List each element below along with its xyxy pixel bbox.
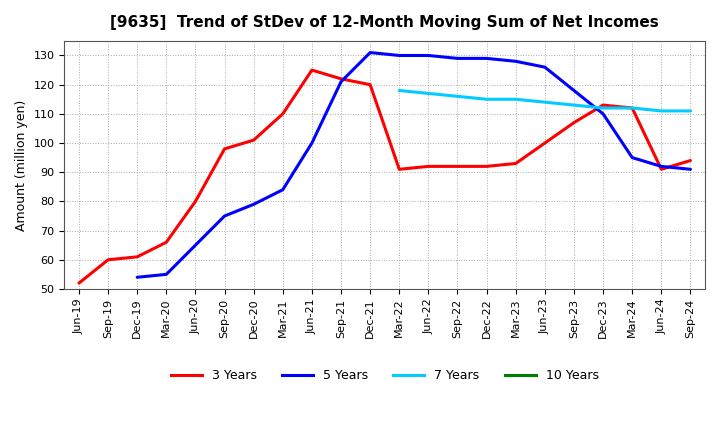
5 Years [191, 242, 199, 248]
Line: 3 Years: 3 Years [79, 70, 690, 283]
5 Years [628, 155, 636, 160]
5 Years [279, 187, 287, 192]
3 Years [133, 254, 142, 260]
3 Years [541, 140, 549, 146]
3 Years [511, 161, 520, 166]
7 Years [424, 91, 433, 96]
3 Years [220, 146, 229, 151]
5 Years [162, 272, 171, 277]
3 Years [366, 82, 374, 87]
5 Years [570, 88, 578, 93]
7 Years [541, 99, 549, 105]
3 Years [599, 103, 608, 108]
3 Years [570, 120, 578, 125]
3 Years [424, 164, 433, 169]
7 Years [628, 105, 636, 110]
3 Years [453, 164, 462, 169]
7 Years [482, 97, 491, 102]
3 Years [104, 257, 112, 262]
7 Years [570, 103, 578, 108]
5 Years [511, 59, 520, 64]
3 Years [337, 76, 346, 81]
3 Years [628, 105, 636, 110]
5 Years [453, 56, 462, 61]
7 Years [686, 108, 695, 114]
3 Years [307, 67, 316, 73]
7 Years [511, 97, 520, 102]
3 Years [191, 199, 199, 204]
3 Years [482, 164, 491, 169]
3 Years [249, 137, 258, 143]
7 Years [657, 108, 666, 114]
5 Years [133, 275, 142, 280]
3 Years [686, 158, 695, 163]
5 Years [307, 140, 316, 146]
Line: 5 Years: 5 Years [138, 52, 690, 277]
3 Years [657, 167, 666, 172]
Y-axis label: Amount (million yen): Amount (million yen) [15, 99, 28, 231]
5 Years [249, 202, 258, 207]
5 Years [686, 167, 695, 172]
5 Years [482, 56, 491, 61]
3 Years [162, 240, 171, 245]
3 Years [395, 167, 404, 172]
5 Years [337, 79, 346, 84]
3 Years [279, 111, 287, 117]
5 Years [395, 53, 404, 58]
Line: 7 Years: 7 Years [400, 91, 690, 111]
Title: [9635]  Trend of StDev of 12-Month Moving Sum of Net Incomes: [9635] Trend of StDev of 12-Month Moving… [110, 15, 659, 30]
5 Years [366, 50, 374, 55]
5 Years [599, 111, 608, 117]
5 Years [657, 164, 666, 169]
Legend: 3 Years, 5 Years, 7 Years, 10 Years: 3 Years, 5 Years, 7 Years, 10 Years [166, 364, 604, 387]
5 Years [220, 213, 229, 219]
7 Years [395, 88, 404, 93]
5 Years [424, 53, 433, 58]
3 Years [75, 280, 84, 286]
7 Years [453, 94, 462, 99]
5 Years [541, 65, 549, 70]
7 Years [599, 105, 608, 110]
